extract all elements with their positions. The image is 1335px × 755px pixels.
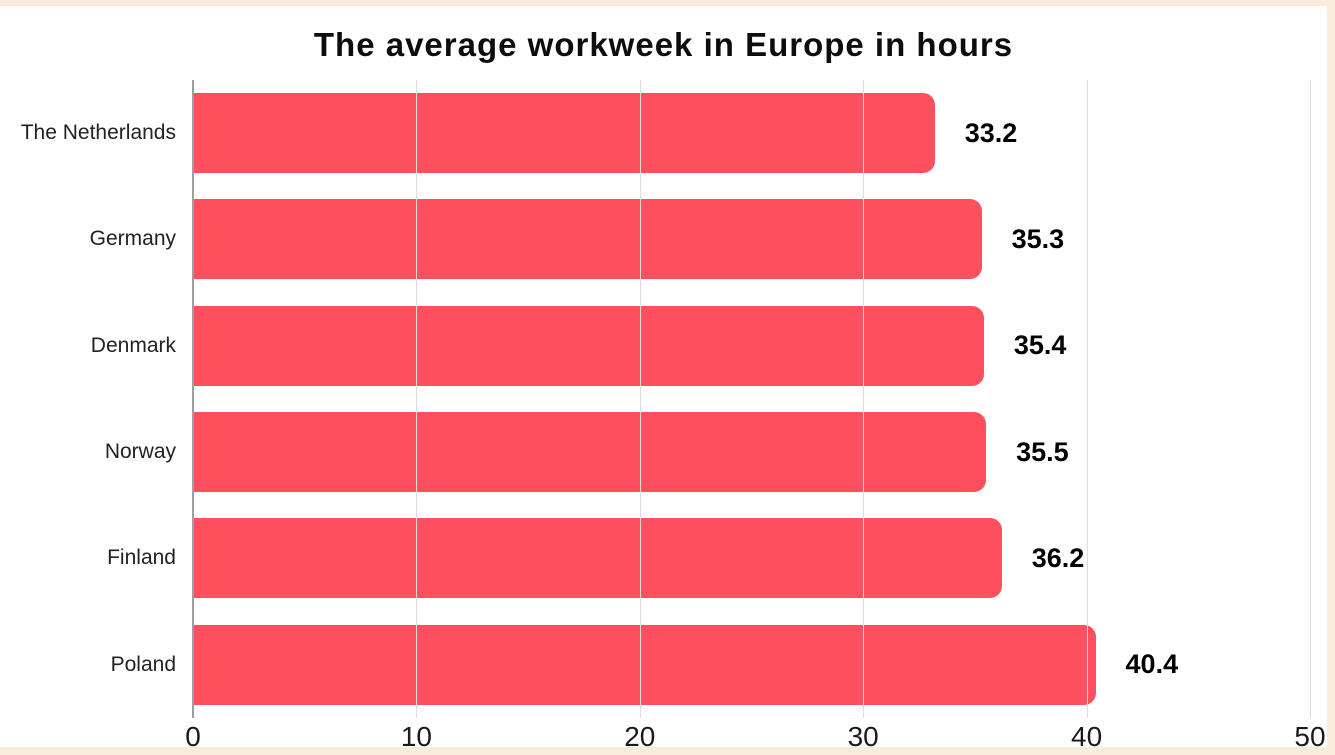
gridline-10 [416,80,418,718]
category-label-norway: Norway [104,440,176,464]
bar-finland[interactable] [193,518,1002,599]
category-label-finland: Finland [107,546,176,570]
x-tick-label-50: 50 [1294,721,1326,752]
x-tick-label-0: 0 [185,721,201,752]
value-label-denmark: 35.4 [1013,330,1067,361]
bar-germany[interactable] [193,199,982,280]
x-tick-label-20: 20 [624,721,656,752]
category-label-poland: Poland [110,652,176,676]
value-label-the-netherlands: 33.2 [964,117,1018,148]
bar-row-the-netherlands: The Netherlands 33.2 [21,80,1310,186]
y-axis-line [192,80,194,718]
x-tick-label-40: 40 [1071,721,1103,752]
chart-title: The average workweek in Europe in hours [313,26,1014,63]
bar-denmark[interactable] [193,305,984,386]
category-label-the-netherlands: The Netherlands [20,121,176,145]
bar-row-norway: Norway 35.5 [105,399,1310,505]
bar-row-finland: Finland 36.2 [107,505,1310,611]
category-label-germany: Germany [89,227,176,251]
bar-the-netherlands[interactable] [193,93,935,174]
plot-area: The Netherlands 33.2 Germany 35.3 Denmark 35.… [21,80,1326,751]
bar-rows-container: The Netherlands 33.2 Germany 35.3 Denmark 35.… [21,80,1310,718]
gridline-50 [1310,80,1311,718]
bar-row-poland: Poland 40.4 [111,612,1310,718]
value-label-poland: 40.4 [1125,649,1179,680]
bar-poland[interactable] [193,624,1096,705]
bar-norway[interactable] [193,412,987,493]
value-label-germany: 35.3 [1011,223,1065,254]
x-tick-label-30: 30 [847,721,879,752]
category-label-denmark: Denmark [90,333,176,357]
gridline-40 [1086,80,1088,718]
chart-card: The average workweek in Europe in hours … [0,6,1327,751]
gridline-20 [639,80,641,718]
x-tick-label-10: 10 [400,721,432,752]
value-label-finland: 36.2 [1031,542,1085,573]
gridline-30 [863,80,865,718]
value-label-norway: 35.5 [1016,436,1069,467]
bar-row-germany: Germany 35.3 [90,186,1310,292]
bar-row-denmark: Denmark 35.4 [91,293,1310,399]
